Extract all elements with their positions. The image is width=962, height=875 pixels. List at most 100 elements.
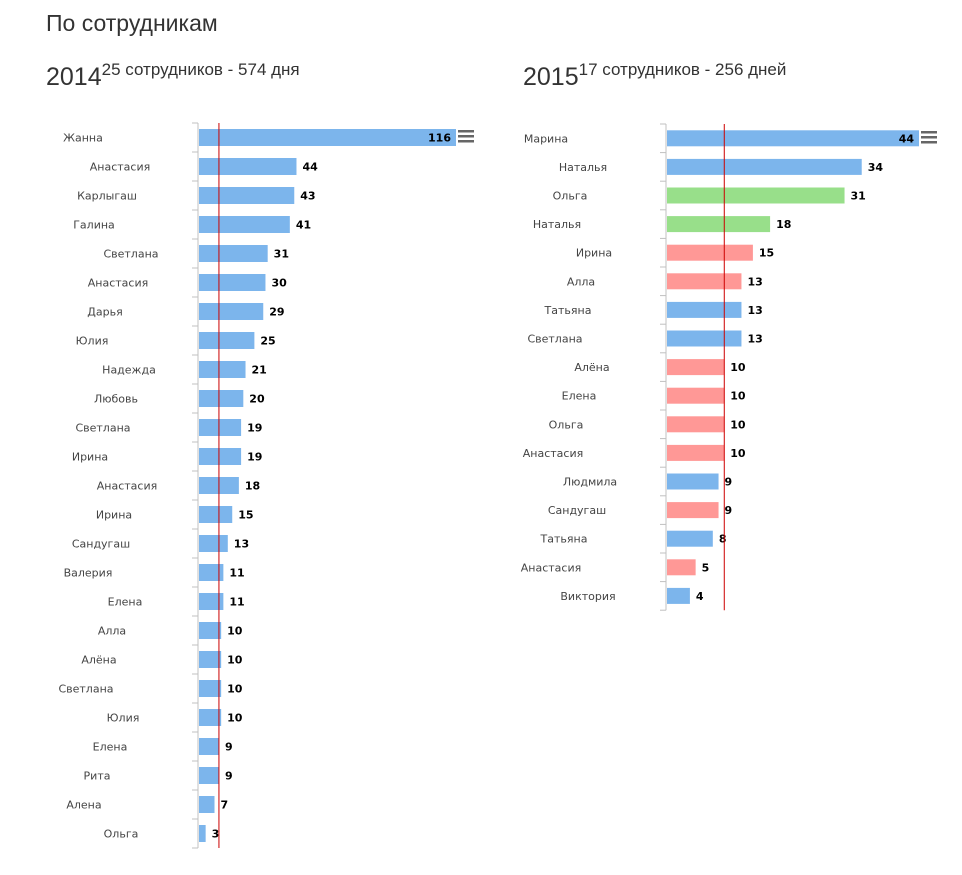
data-label: 10 (227, 625, 243, 638)
category-label: Ольга (553, 190, 588, 203)
bar[interactable] (199, 448, 242, 465)
bar[interactable] (667, 273, 742, 290)
data-label: 10 (227, 683, 243, 696)
data-label: 18 (776, 218, 791, 231)
category-label: Надежда (102, 364, 156, 377)
bar[interactable] (199, 390, 244, 407)
data-label: 31 (851, 190, 866, 203)
category-label: Сандугаш (72, 538, 130, 551)
category-label: Анастасия (521, 561, 581, 574)
data-label: 30 (271, 277, 287, 290)
data-label: 41 (296, 219, 311, 232)
chart-year: 2014 (46, 63, 102, 91)
category-label: Жанна (63, 132, 103, 145)
data-label: 5 (702, 561, 710, 574)
data-label: 15 (238, 509, 253, 522)
chart-heading-2014: 201425 сотрудников - 574 дня (46, 60, 300, 92)
bar[interactable] (199, 361, 246, 378)
category-label: Галина (73, 219, 115, 232)
bar[interactable] (199, 709, 222, 726)
bar[interactable] (199, 535, 228, 552)
bar[interactable] (199, 651, 222, 668)
chart-subtitle: 17 сотрудников - 256 дней (578, 60, 787, 79)
data-label: 18 (245, 480, 260, 493)
category-label: Анастасия (97, 480, 157, 493)
data-label: 15 (759, 247, 774, 260)
data-label: 21 (252, 364, 267, 377)
bar[interactable] (199, 622, 222, 639)
bar[interactable] (199, 129, 456, 146)
data-label: 9 (725, 476, 733, 489)
bar[interactable] (667, 530, 713, 547)
bar[interactable] (667, 187, 845, 204)
data-label: 13 (234, 538, 249, 551)
bar[interactable] (199, 187, 295, 204)
data-label: 10 (730, 418, 746, 431)
data-label: 10 (730, 361, 746, 374)
category-label: Светлана (75, 422, 130, 435)
bar[interactable] (199, 593, 224, 610)
bar[interactable] (667, 502, 719, 519)
data-label: 10 (730, 390, 746, 403)
category-label: Анастасия (523, 447, 583, 460)
data-label: 34 (868, 161, 884, 174)
bar[interactable] (667, 559, 696, 576)
bar[interactable] (199, 825, 206, 842)
category-label: Елена (93, 741, 128, 754)
bar[interactable] (199, 796, 215, 813)
data-label: 19 (247, 451, 262, 464)
data-label: 43 (300, 190, 315, 203)
data-label: 116 (428, 132, 451, 145)
bar[interactable] (199, 332, 255, 349)
category-label: Елена (562, 390, 597, 403)
bar[interactable] (667, 244, 753, 261)
bar[interactable] (199, 564, 224, 581)
category-label: Светлана (58, 683, 113, 696)
bar[interactable] (667, 158, 862, 175)
bar[interactable] (199, 506, 233, 523)
data-label: 29 (269, 306, 284, 319)
data-label: 10 (227, 712, 243, 725)
page-title: По сотрудникам (46, 10, 218, 36)
bar[interactable] (667, 359, 725, 376)
category-label: Елена (108, 596, 143, 609)
category-label: Карлыгаш (77, 190, 137, 203)
bar[interactable] (667, 473, 719, 490)
bar[interactable] (199, 680, 222, 697)
category-label: Анастасия (90, 161, 150, 174)
category-label: Ирина (576, 247, 612, 260)
bar[interactable] (667, 387, 725, 404)
bar[interactable] (667, 330, 742, 347)
bar[interactable] (667, 301, 742, 318)
data-label: 9 (225, 770, 233, 783)
category-label: Дарья (87, 306, 122, 319)
chart-menu-icon[interactable] (921, 131, 937, 144)
category-label: Марина (524, 132, 568, 145)
bar[interactable] (199, 767, 219, 784)
category-label: Алла (567, 275, 595, 288)
category-label: Ольга (549, 418, 584, 431)
category-label: Алла (98, 625, 126, 638)
category-label: Ирина (72, 451, 108, 464)
category-label: Валерия (64, 567, 113, 580)
bar[interactable] (667, 587, 690, 604)
bar[interactable] (199, 419, 242, 436)
bar[interactable] (199, 216, 290, 233)
data-label: 44 (899, 132, 915, 145)
category-label: Ирина (96, 509, 132, 522)
bar[interactable] (199, 738, 219, 755)
bar[interactable] (199, 245, 268, 262)
bar[interactable] (667, 416, 725, 433)
chart-menu-icon[interactable] (458, 130, 474, 143)
category-label: Татьяна (544, 304, 592, 317)
bar[interactable] (667, 216, 771, 233)
bar[interactable] (199, 158, 297, 175)
bar[interactable] (667, 444, 725, 461)
category-label: Алёна (81, 654, 116, 667)
bar[interactable] (667, 130, 919, 147)
bar[interactable] (199, 274, 266, 291)
chart-heading-2015: 201517 сотрудников - 256 дней (523, 60, 786, 92)
bar[interactable] (199, 303, 264, 320)
data-label: 20 (249, 393, 265, 406)
